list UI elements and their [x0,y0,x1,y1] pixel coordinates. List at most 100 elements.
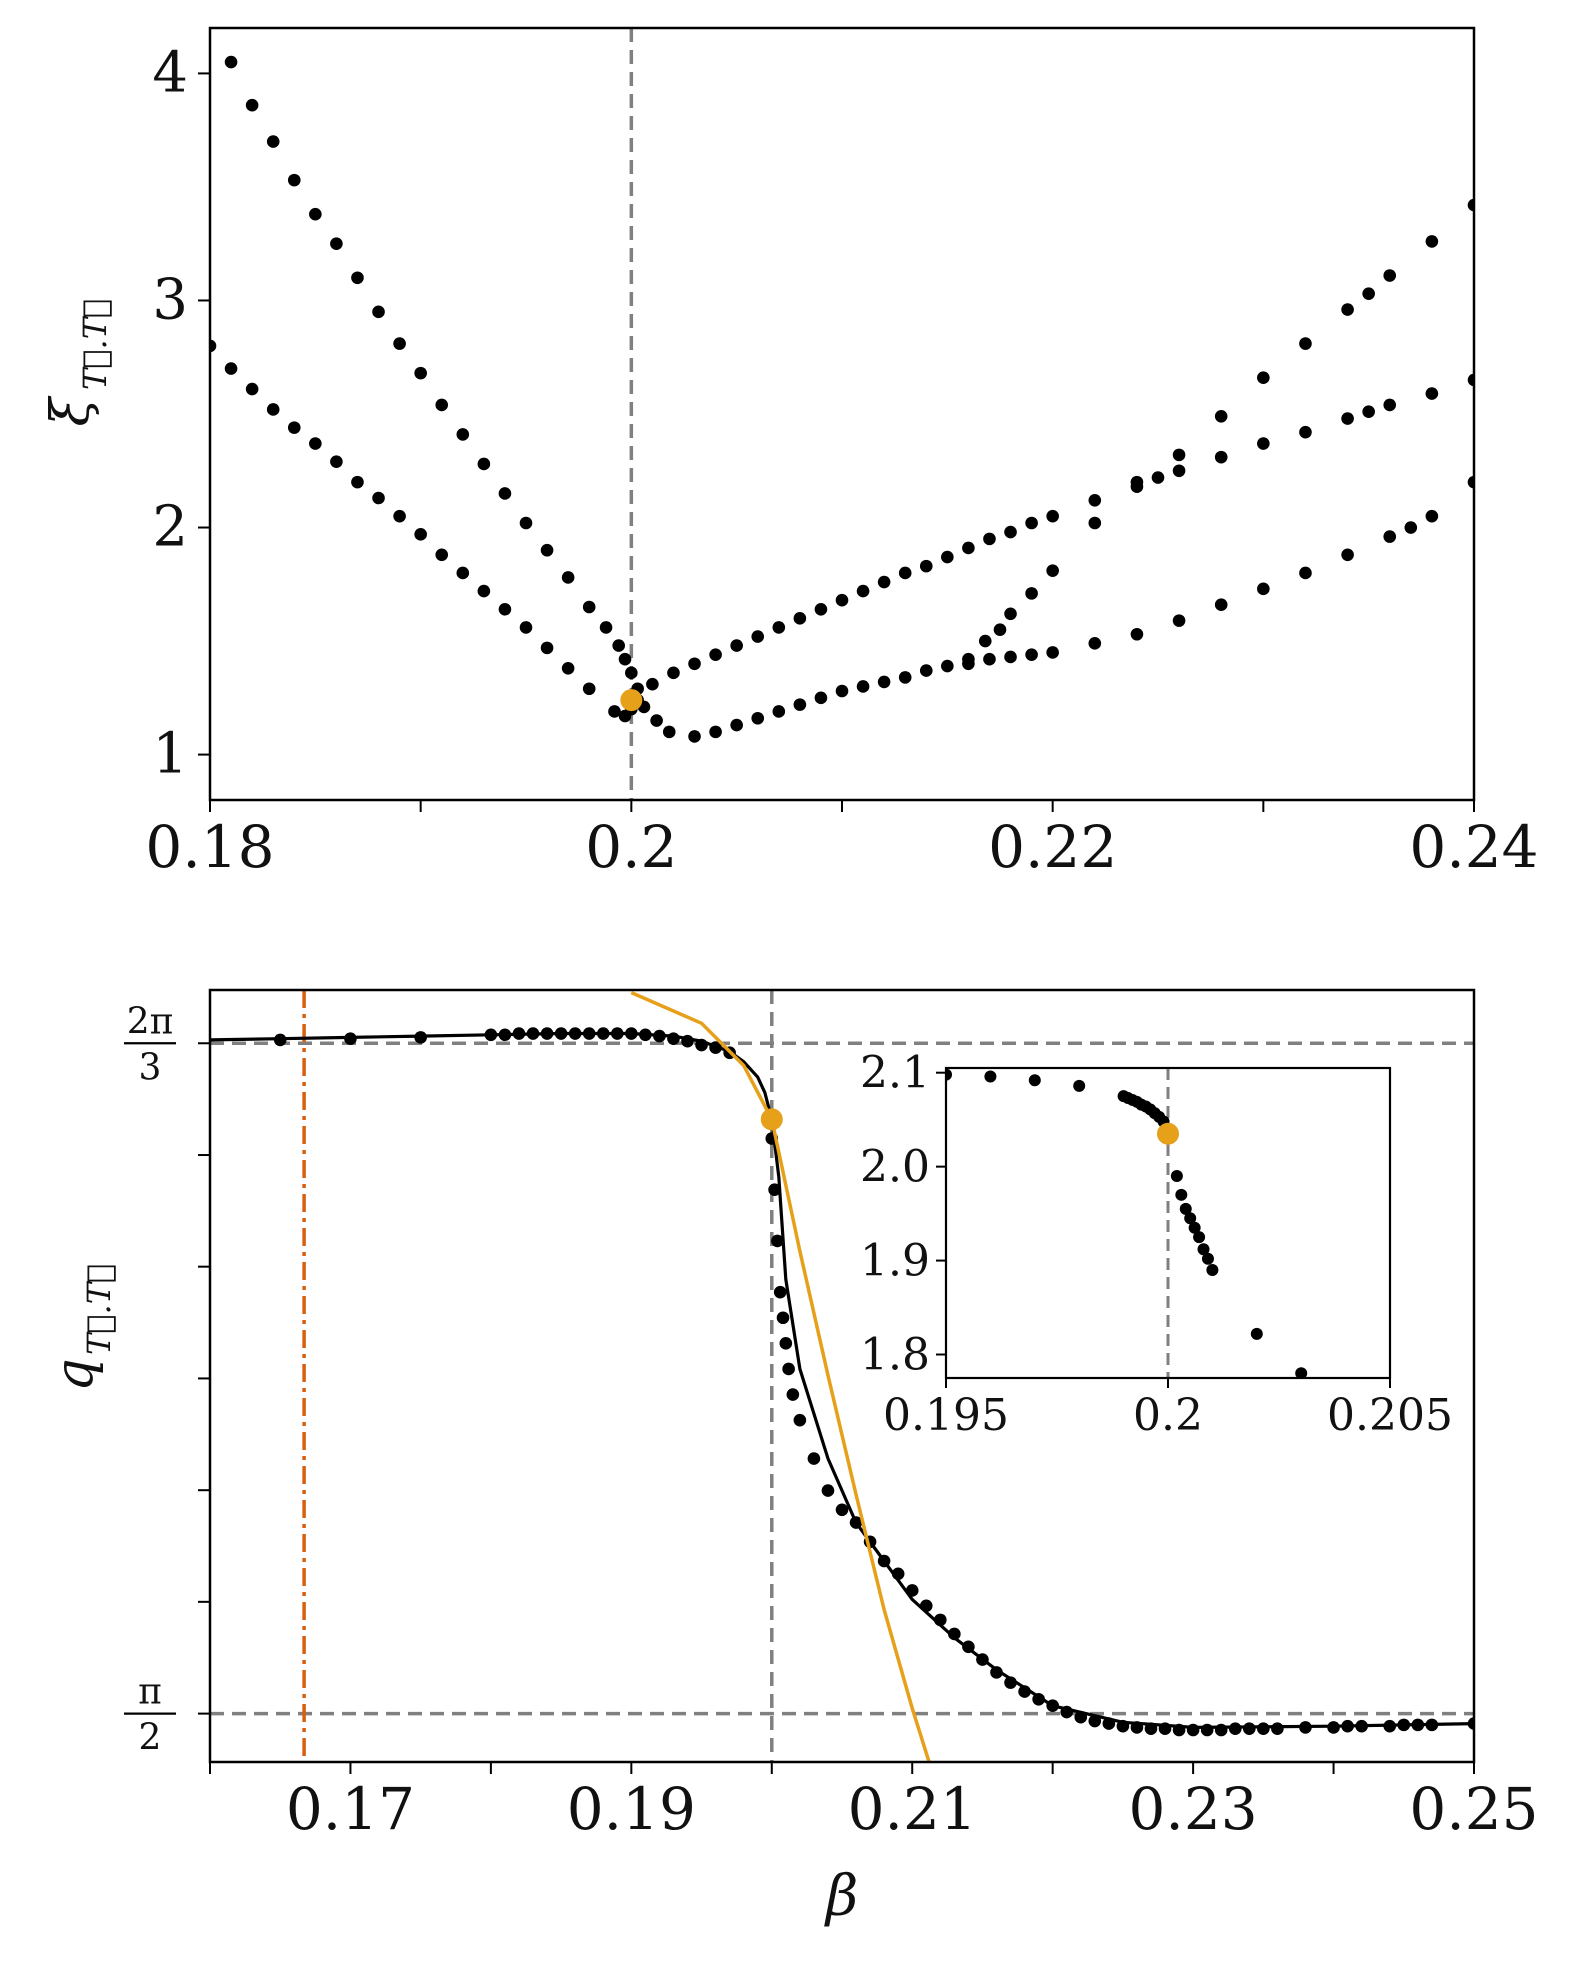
bottom-data-point [273,1033,287,1047]
top-data-point [1214,598,1228,612]
top-data-point [608,705,621,718]
top-data-point [477,584,491,598]
top-data-point [456,566,470,580]
top-data-point [1257,371,1270,384]
top-data-point [667,666,680,680]
top-data-point [351,475,364,489]
top-data-point [1130,627,1144,641]
inset-data-point [946,1068,952,1081]
top-data-point [393,509,406,523]
top-data-point [1088,637,1102,650]
inset-data-point [1073,1079,1086,1092]
top-y-axis-label: ξ T⃗.T⃗ [41,299,114,427]
top-data-point [983,532,996,546]
bottom-data-point [1299,1721,1312,1734]
top-data-point [751,630,765,643]
top-data-point [287,173,301,187]
bottom-ticks: 0.17 0.19 0.21 0.23 0.25 π 2 2π 3 [124,1001,1539,1843]
bottom-ytick-numerator: π [138,1672,162,1713]
bottom-data-point [934,1613,947,1627]
top-data-point [309,207,322,221]
top-data-point [582,600,596,614]
top-data-point [245,98,259,112]
bottom-data-point [948,1627,961,1641]
inset-data-point [1175,1188,1188,1201]
top-data-point [1046,646,1059,659]
top-data-point [1046,564,1059,577]
bottom-data-point [1214,1723,1228,1737]
bottom-data-point [414,1031,427,1044]
bottom-data-point [1271,1722,1284,1736]
top-data-point [772,621,786,634]
bottom-data-point [1116,1719,1130,1733]
bottom-data-point [919,1599,933,1613]
bottom-data-point [835,1503,849,1517]
bottom-data-point [484,1028,498,1042]
bottom-data-point [1242,1722,1256,1736]
top-data-point [625,666,638,680]
bottom-plot-area [210,990,1474,1762]
top-data-point [1341,548,1354,562]
top-data-point [772,705,786,718]
bottom-ytick-numerator: 2π [127,1001,174,1042]
top-data-point [540,641,554,655]
top-data-point [1467,373,1474,387]
top-data-point [793,612,807,625]
top-data-point [898,566,912,580]
bottom-data-point [681,1034,694,1048]
bottom-data-point [540,1027,554,1040]
bottom-data-point [1032,1692,1045,1706]
top-data-point [1257,582,1270,596]
top-panel: 0.18 0.2 0.22 0.24 1 2 3 4 ξ T⃗.T⃗ [41,26,1539,881]
bottom-data-point [891,1567,905,1581]
top-data-point [919,664,933,677]
top-data-point [245,382,259,396]
top-data-point [540,543,554,557]
bottom-data-point [709,1041,722,1054]
inset-data-point [1197,1243,1210,1256]
top-data-point [709,725,722,739]
top-data-point [646,677,659,691]
top-data-point [1425,235,1439,248]
top-data-point [1004,525,1017,539]
top-data-point [1004,607,1017,621]
bottom-data-point [667,1032,680,1045]
bottom-data-point [596,1027,610,1040]
top-data-point [941,659,954,673]
inset-data-point [1179,1202,1192,1215]
bottom-data-point [1144,1722,1158,1736]
bottom-data-point [1257,1722,1270,1736]
top-ylabel-main: ξ [41,395,101,426]
bottom-panel: 0.17 0.19 0.21 0.23 0.25 π 2 2π 3 β q T⃗.T⃗ [45,988,1539,1929]
top-data-point [519,516,533,530]
bottom-data-point [1397,1718,1411,1732]
bottom-data-point [610,1027,624,1040]
inset-data-point [1193,1231,1206,1244]
top-data-point [519,621,533,634]
bottom-y-axis-label: q T⃗.T⃗ [45,1264,118,1392]
top-critical-point [620,689,643,712]
top-data-point [1467,475,1474,489]
top-data-point [1172,464,1186,478]
inset-data-point [1295,1367,1308,1378]
top-data-point [650,714,663,727]
bottom-data-point [1341,1719,1354,1733]
top-data-point [1025,587,1038,600]
bottom-data-point [695,1038,708,1052]
top-data-point [1130,480,1144,493]
top-data-point [1214,450,1228,464]
top-data-point [456,428,470,441]
bottom-data-point [1200,1723,1214,1737]
top-data-point [1383,530,1397,543]
inset-xtick-label: 0.195 [883,1390,1009,1441]
bottom-data-point [779,1337,793,1350]
top-data-point [662,725,676,739]
top-data-point [751,711,765,725]
bottom-data-point [768,1183,781,1197]
top-data-point [372,305,385,319]
top-data-point [309,437,322,450]
bottom-data-point [498,1028,512,1042]
top-data-point [582,682,596,696]
bottom-data-point [1425,1718,1439,1732]
